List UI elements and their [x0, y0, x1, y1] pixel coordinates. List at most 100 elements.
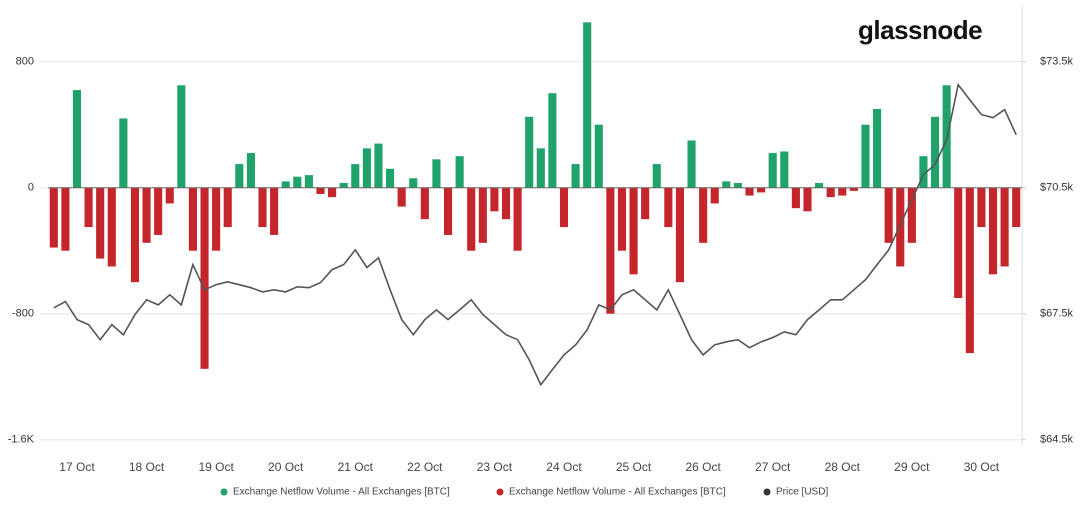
bar [1012, 187, 1021, 228]
y2-tick-label: $67.5k [1040, 308, 1074, 320]
bar [420, 187, 429, 220]
y2-tick-label: $70.5k [1040, 182, 1074, 194]
bar [49, 187, 58, 248]
x-tick-label: 17 Oct [59, 460, 95, 474]
bar [559, 187, 569, 228]
y-tick-label: 0 [28, 182, 34, 194]
bar [130, 187, 140, 283]
bar [664, 187, 673, 228]
bar [513, 187, 522, 251]
x-tick-label: 28 Oct [825, 460, 861, 474]
bar [397, 187, 406, 207]
bar [791, 187, 800, 209]
bar [629, 187, 638, 275]
x-tick-label: 25 Oct [616, 460, 652, 474]
y2-tick-label: $73.5k [1040, 56, 1074, 68]
y-tick-label: -800 [12, 308, 34, 320]
bar [733, 182, 742, 188]
bar [896, 187, 905, 267]
bar [235, 164, 244, 188]
bar [501, 187, 511, 220]
y-tick-label: -1.6K [8, 434, 35, 446]
legend-label: Exchange Netflow Volume - All Exchanges … [233, 487, 450, 498]
bar [351, 164, 360, 188]
bar [328, 187, 337, 198]
bar [339, 182, 348, 188]
price-line [53, 82, 1017, 387]
bar [768, 153, 777, 188]
bar [699, 187, 708, 243]
y2-tick-label: $64.5k [1040, 434, 1074, 446]
bar [548, 93, 557, 188]
bar [455, 156, 464, 188]
bar [386, 168, 395, 188]
bar [72, 90, 82, 188]
bar [374, 143, 383, 188]
bar [675, 187, 684, 283]
bar [84, 187, 93, 228]
bar [525, 116, 534, 188]
bar [96, 187, 105, 259]
bar [780, 151, 789, 188]
bar [757, 187, 766, 193]
bar [803, 187, 812, 212]
bar [304, 175, 313, 188]
bar [919, 156, 928, 188]
bar [165, 187, 174, 204]
bar [861, 124, 870, 188]
watermark: glassnode [858, 15, 982, 45]
bar [710, 187, 719, 204]
bar [478, 187, 487, 243]
bar [246, 153, 255, 188]
bar [826, 187, 835, 198]
bar [583, 22, 592, 188]
legend-label: Exchange Netflow Volume - All Exchanges … [509, 487, 726, 498]
x-tick-label: 21 Oct [338, 460, 374, 474]
bar [954, 187, 963, 298]
bar [142, 187, 151, 243]
bar [652, 164, 661, 188]
bar [930, 116, 940, 188]
bar [432, 159, 441, 188]
legend-dot [763, 488, 771, 496]
legend-dot [496, 488, 504, 496]
bar [907, 187, 916, 243]
bar [977, 187, 986, 228]
bar [443, 187, 453, 235]
bar [270, 187, 279, 235]
x-tick-label: 29 Oct [894, 460, 930, 474]
bar [687, 140, 696, 188]
x-tick-label: 19 Oct [198, 460, 234, 474]
bar [722, 181, 731, 188]
bar [965, 187, 974, 354]
bar [316, 187, 325, 194]
x-tick-label: 30 Oct [964, 460, 1000, 474]
bar [467, 187, 476, 251]
bar [223, 187, 232, 228]
bar [873, 108, 882, 188]
bar [154, 187, 163, 235]
legend-dot [220, 488, 228, 496]
bar [838, 187, 847, 196]
x-tick-label: 18 Oct [129, 460, 165, 474]
bar [258, 187, 267, 228]
bar [536, 148, 545, 188]
legend-label: Price [USD] [776, 487, 828, 498]
x-tick-label: 20 Oct [268, 460, 304, 474]
bar [745, 187, 754, 196]
bar [177, 85, 186, 188]
x-tick-label: 22 Oct [407, 460, 443, 474]
bar [188, 187, 197, 251]
x-tick-label: 24 Oct [546, 460, 582, 474]
bar [293, 176, 302, 188]
bar [212, 187, 221, 251]
x-tick-label: 27 Oct [755, 460, 791, 474]
bar [362, 148, 371, 188]
bar [594, 124, 603, 188]
bar [490, 187, 499, 212]
bar [849, 187, 858, 191]
bar [884, 187, 893, 243]
bar [281, 181, 290, 188]
x-tick-label: 23 Oct [477, 460, 513, 474]
